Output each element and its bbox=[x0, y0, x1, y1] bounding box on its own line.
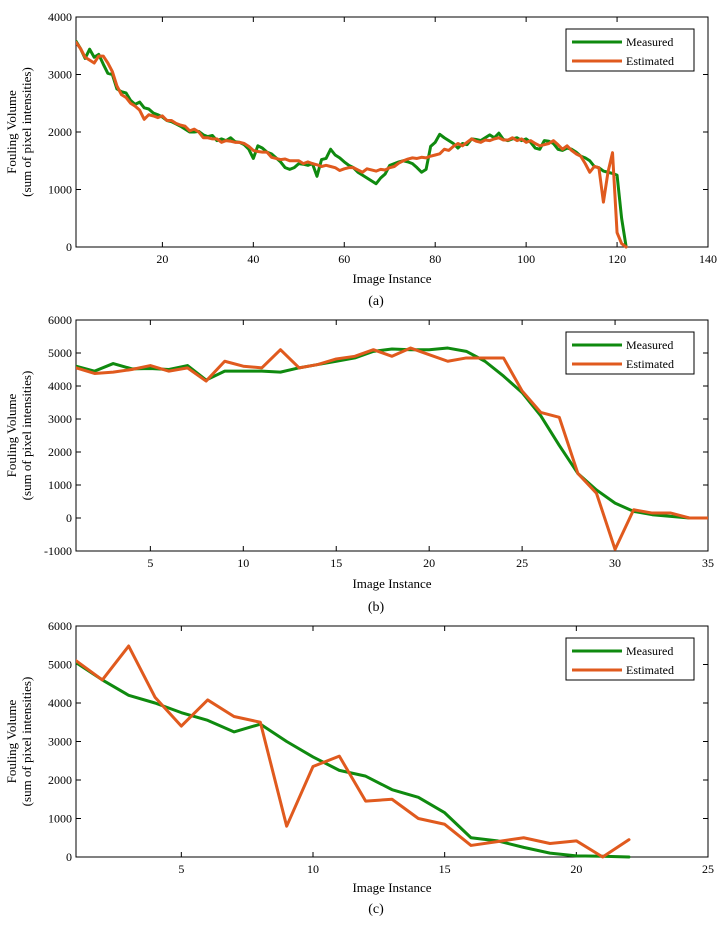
series-line-measured bbox=[76, 661, 631, 859]
legend-label-estimated: Estimated bbox=[626, 357, 674, 371]
y-axis-label: Fouling Volume bbox=[4, 90, 19, 174]
x-tick-label: 20 bbox=[156, 252, 168, 266]
x-tick-label: 30 bbox=[609, 556, 621, 570]
y-tick-label: 4000 bbox=[48, 10, 72, 24]
x-tick-label: 120 bbox=[608, 252, 626, 266]
y-tick-label: 6000 bbox=[48, 313, 72, 327]
x-tick-label: 25 bbox=[702, 862, 714, 876]
y-tick-label: 2000 bbox=[48, 125, 72, 139]
series-line-estimated bbox=[76, 346, 708, 551]
legend-box bbox=[565, 28, 695, 72]
y-axis-label-units: (sum of pixel intensities) bbox=[19, 371, 34, 501]
series-line-estimated bbox=[76, 644, 631, 859]
x-axis-label: Image Instance bbox=[352, 271, 431, 286]
legend-label-estimated: Estimated bbox=[626, 663, 674, 677]
x-tick-label: 40 bbox=[247, 252, 259, 266]
y-tick-label: 3000 bbox=[48, 68, 72, 82]
legend-box bbox=[565, 637, 695, 681]
legend: Measured Estimated bbox=[565, 331, 695, 375]
y-tick-label: 4000 bbox=[48, 379, 72, 393]
y-tick-label: 6000 bbox=[48, 619, 72, 633]
y-tick-label: 0 bbox=[66, 240, 72, 254]
x-tick-label: 35 bbox=[702, 556, 714, 570]
y-axis-label-units: (sum of pixel intensities) bbox=[19, 67, 34, 197]
x-tick-label: 20 bbox=[423, 556, 435, 570]
chart-panel-1: 20 40 60 80 100 120 140 0 1000 2000 3000 4000 Image … bbox=[4, 10, 717, 309]
y-tick-label: -1000 bbox=[44, 544, 72, 558]
y-tick-label: 0 bbox=[66, 850, 72, 864]
legend: Measured Estimated bbox=[565, 637, 695, 681]
legend-label-measured: Measured bbox=[626, 644, 673, 658]
legend-label-estimated: Estimated bbox=[626, 54, 674, 68]
x-tick-label: 5 bbox=[178, 862, 184, 876]
y-tick-label: 3000 bbox=[48, 735, 72, 749]
panel-caption: (c) bbox=[368, 902, 384, 917]
y-tick-label: 1000 bbox=[48, 183, 72, 197]
x-axis-label: Image Instance bbox=[352, 880, 431, 895]
panel-caption: (a) bbox=[368, 294, 384, 309]
y-tick-label: 1000 bbox=[48, 478, 72, 492]
x-tick-label: 15 bbox=[330, 556, 342, 570]
y-tick-label: 0 bbox=[66, 511, 72, 525]
series-line-estimated bbox=[76, 40, 628, 249]
x-tick-label: 5 bbox=[147, 556, 153, 570]
x-tick-label: 10 bbox=[307, 862, 319, 876]
y-tick-label: 5000 bbox=[48, 658, 72, 672]
x-tick-label: 140 bbox=[699, 252, 717, 266]
y-tick-label: 2000 bbox=[48, 773, 72, 787]
x-tick-label: 20 bbox=[570, 862, 582, 876]
y-tick-label: 2000 bbox=[48, 445, 72, 459]
x-tick-label: 80 bbox=[429, 252, 441, 266]
x-tick-label: 60 bbox=[338, 252, 350, 266]
y-tick-label: 5000 bbox=[48, 346, 72, 360]
y-tick-label: 4000 bbox=[48, 696, 72, 710]
legend-label-measured: Measured bbox=[626, 338, 673, 352]
y-axis-label: Fouling Volume bbox=[4, 699, 19, 783]
y-axis-label: Fouling Volume bbox=[4, 393, 19, 477]
panel-caption: (b) bbox=[368, 600, 385, 615]
x-tick-label: 25 bbox=[516, 556, 528, 570]
x-tick-label: 100 bbox=[517, 252, 535, 266]
series-line-measured bbox=[76, 346, 708, 520]
plot-frame bbox=[75, 319, 709, 552]
x-tick-label: 10 bbox=[237, 556, 249, 570]
y-tick-label: 1000 bbox=[48, 812, 72, 826]
legend-label-measured: Measured bbox=[626, 35, 673, 49]
y-axis-label-units: (sum of pixel intensities) bbox=[19, 677, 34, 807]
x-axis-label: Image Instance bbox=[352, 576, 431, 591]
chart-panel-3: 5 10 15 20 25 0 1000 2000 3000 4000 5000 6000 Image … bbox=[4, 619, 714, 917]
x-tick-label: 15 bbox=[439, 862, 451, 876]
chart-panel-2: 5 10 15 20 25 30 35 -1000 0 1000 2000 3000 4000 5000 6… bbox=[4, 313, 714, 615]
y-tick-label: 3000 bbox=[48, 412, 72, 426]
legend: Measured Estimated bbox=[565, 28, 695, 72]
legend-box bbox=[565, 331, 695, 375]
